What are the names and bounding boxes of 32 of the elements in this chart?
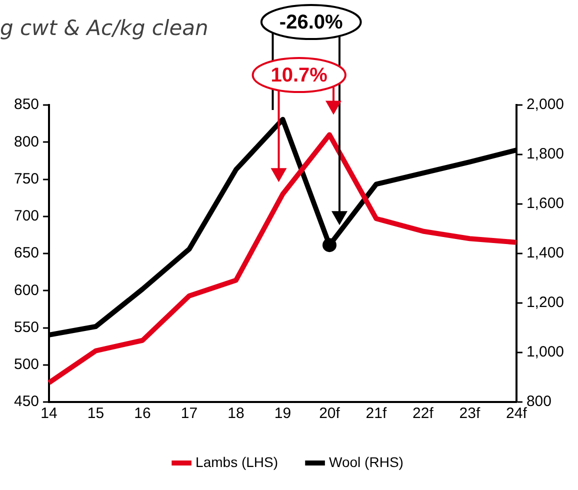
y-tick-label: 700	[14, 208, 40, 225]
annotation: 10.7%	[270, 64, 328, 87]
x-tick-label: 14	[40, 405, 58, 422]
legend-label: Wool (RHS)	[329, 454, 404, 470]
x-tick-label: 21f	[366, 405, 388, 422]
x-tick-label: 15	[87, 405, 104, 422]
x-tick-label: 23f	[459, 405, 481, 422]
x-tick-label: 24f	[506, 405, 528, 422]
y-tick-label: 500	[14, 356, 40, 374]
y-tick-label: 800	[14, 133, 40, 150]
x-tick-label: 18	[228, 405, 244, 422]
y-tick-label: 750	[14, 170, 40, 188]
y-tick-label: 550	[14, 318, 40, 336]
y2-tick-label: 1,800	[526, 146, 564, 163]
y-tick-label: 850	[14, 96, 40, 114]
chart-subtitle: g cwt & Ac/kg clean	[0, 16, 208, 40]
x-tick-label: 16	[134, 405, 151, 422]
y2-tick-label: 1,600	[526, 195, 564, 212]
x-tick-label: 20f	[319, 405, 341, 422]
x-tick-label: 17	[180, 405, 198, 422]
y2-tick-label: 1,200	[526, 294, 564, 312]
y-tick-label: 600	[14, 282, 40, 299]
x-tick-label: 19	[274, 405, 292, 422]
y2-tick-label: 2,000	[526, 96, 564, 114]
y-tick-label: 650	[14, 244, 40, 262]
y2-tick-label: 1,000	[526, 344, 564, 361]
x-tick-label: 22f	[412, 405, 434, 422]
y2-tick-label: 800	[526, 393, 552, 410]
legend-label: Lambs (LHS)	[196, 454, 278, 470]
y2-tick-label: 1,400	[526, 244, 564, 262]
y-tick-label: 450	[14, 393, 40, 410]
text: -26.0%	[279, 12, 344, 34]
